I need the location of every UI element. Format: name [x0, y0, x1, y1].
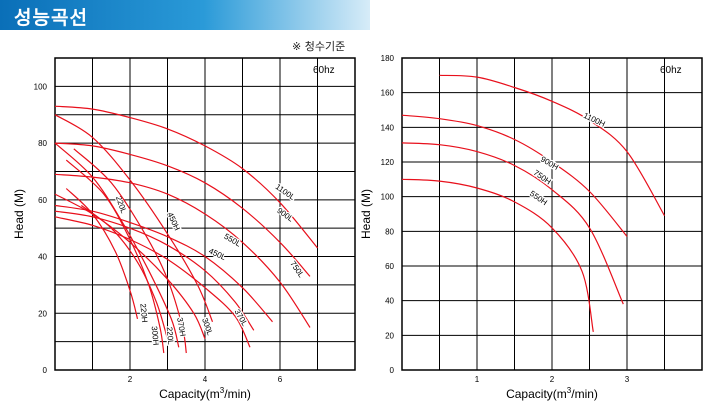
y-tick-label: 80 [385, 227, 394, 236]
x-tick-label: 4 [203, 375, 208, 384]
x-tick-label: 2 [128, 375, 133, 384]
y-axis-label: Head (M) [359, 189, 373, 239]
series-label: 550H [528, 189, 549, 207]
series-curve-900h [401, 114, 628, 237]
x-tick-label: 1 [475, 375, 480, 384]
series-label: 300H [150, 326, 161, 346]
series-curve-450l [54, 210, 255, 331]
y-tick-label: 0 [43, 366, 48, 375]
y-tick-label: 80 [38, 139, 47, 148]
y-tick-label: 40 [385, 297, 394, 306]
y-tick-label: 40 [38, 253, 47, 262]
series-curve-300l [54, 193, 206, 340]
series-curve-550l [54, 204, 273, 323]
y-tick-label: 60 [385, 262, 394, 271]
series-label: 1100H [582, 111, 607, 129]
series-label: 750L [288, 259, 306, 279]
series-curve-220h [65, 188, 139, 320]
y-axis-label: Head (M) [12, 189, 26, 239]
header-banner: 성능곡선 [0, 0, 370, 30]
x-axis-label: Capacity(m3/min) [506, 386, 598, 401]
y-tick-label: 0 [390, 366, 395, 375]
chart-right: 0 20 40 60 80 100 120 140 160 180 1 2 3 Capacity(m3/m… [359, 54, 703, 401]
y-tick-label: 100 [34, 82, 48, 91]
y-tick-label: 100 [381, 193, 395, 202]
series-curve-370h [73, 148, 187, 354]
series-label: 300L [200, 317, 215, 337]
note-text: ※ 청수기준 [292, 40, 346, 53]
plot-frame [401, 57, 703, 371]
series-label: 370H [175, 317, 187, 338]
series-curve-300h [65, 159, 165, 354]
series-curve-550h [401, 178, 594, 333]
y-tick-label: 180 [381, 54, 395, 63]
series-label: 220L [165, 326, 176, 345]
x-tick-label: 3 [625, 375, 630, 384]
chart-left: 0 20 40 60 80 100 2 4 6 Capacity(m3/min) Head (M) 6… [12, 57, 356, 401]
series-label: 220H [138, 303, 149, 323]
y-tick-label: 20 [385, 331, 394, 340]
series-curve-370l [54, 216, 251, 348]
series-label: 900L [275, 206, 295, 224]
frequency-badge: 60hz [313, 65, 335, 76]
y-tick-label: 140 [381, 123, 395, 132]
plot-frame [54, 57, 356, 371]
series-curve-220l [80, 205, 169, 339]
x-tick-label: 6 [278, 375, 283, 384]
y-tick-label: 160 [381, 89, 395, 98]
series-label: 750H [532, 168, 553, 186]
series-label: 900H [539, 155, 560, 172]
frequency-badge: 60hz [660, 65, 682, 76]
series-label: 550L [223, 232, 243, 249]
series-curve-1100h [439, 74, 666, 217]
series-curve-750h [401, 142, 624, 305]
series-label: 370L [233, 308, 250, 328]
page-title: 성능곡선 [14, 7, 88, 29]
y-tick-label: 20 [38, 309, 47, 318]
y-tick-label: 60 [38, 196, 47, 205]
series-curve-1100l [54, 105, 318, 249]
y-tick-label: 120 [381, 158, 395, 167]
x-axis-label: Capacity(m3/min) [159, 386, 251, 401]
series-curve-750l [54, 173, 311, 328]
series-curve-900l [54, 142, 311, 277]
series-curve-220l [54, 142, 180, 348]
x-tick-label: 2 [550, 375, 555, 384]
series-curve-450h [54, 114, 214, 323]
